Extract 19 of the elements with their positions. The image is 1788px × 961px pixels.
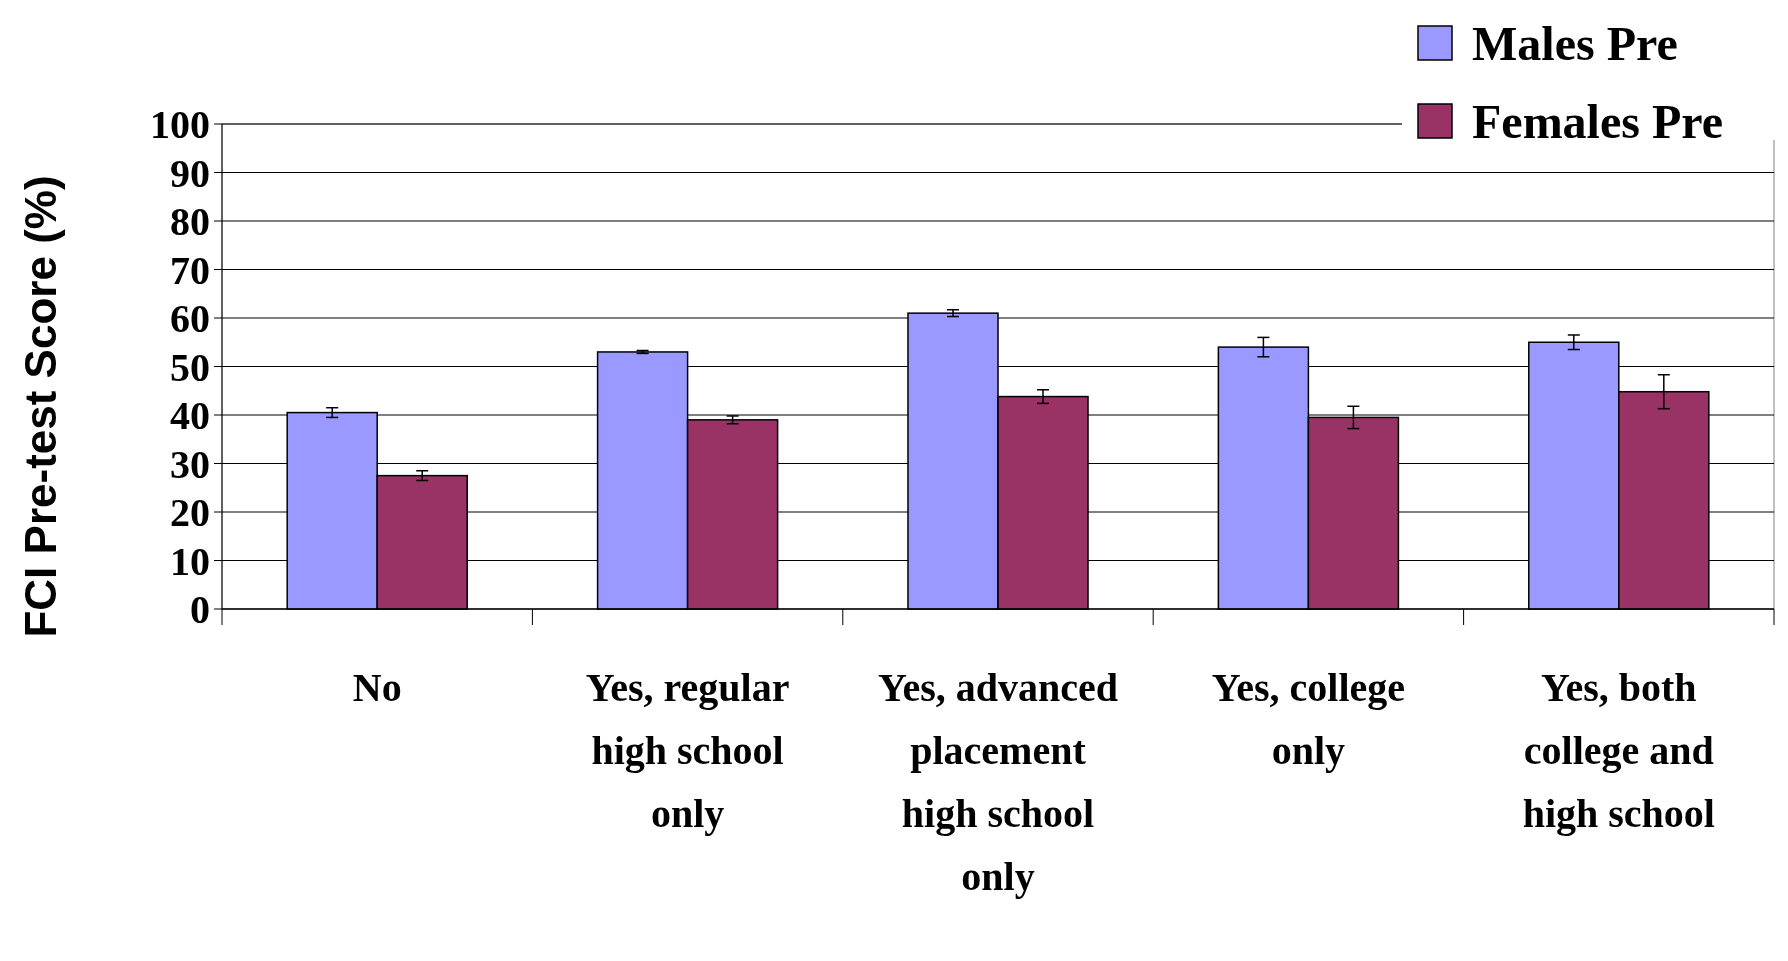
y-axis-title: FCI Pre-test Score (%) bbox=[16, 175, 65, 638]
x-tick-label: Yes, advanced placement high school only bbox=[877, 665, 1119, 899]
y-tick-label: 70 bbox=[170, 247, 210, 293]
y-tick-label: 20 bbox=[170, 490, 210, 535]
legend-label: Males Pre bbox=[1472, 16, 1678, 70]
x-tick-label: Yes, college only bbox=[1211, 665, 1406, 773]
y-tick-label: 30 bbox=[170, 441, 210, 487]
x-tick-label: No bbox=[352, 665, 402, 710]
y-tick-label: 100 bbox=[150, 102, 210, 147]
y-tick-label: 40 bbox=[170, 393, 210, 438]
y-tick-label: 10 bbox=[170, 538, 210, 584]
x-tick-label: Yes, regular high school only bbox=[585, 665, 790, 836]
y-tick-label: 0 bbox=[190, 587, 210, 632]
y-tick-label: 50 bbox=[170, 344, 210, 390]
y-tick-label: 90 bbox=[170, 150, 210, 196]
y-tick-label: 60 bbox=[170, 296, 210, 341]
legend-label: Females Pre bbox=[1472, 94, 1723, 148]
y-tick-label: 80 bbox=[170, 199, 210, 244]
x-tick-label: Yes, both college and high school bbox=[1522, 665, 1715, 836]
